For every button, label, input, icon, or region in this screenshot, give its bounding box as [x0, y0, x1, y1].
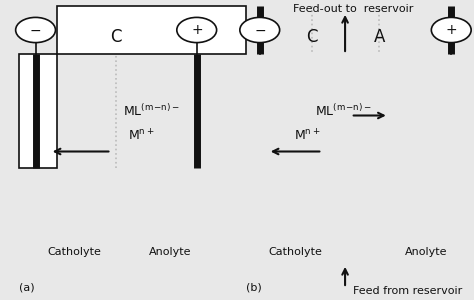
Text: A: A: [374, 28, 385, 46]
Text: C: C: [306, 28, 318, 46]
Circle shape: [16, 17, 55, 43]
Text: $\rm ML^{(m\!-\!n)-}$: $\rm ML^{(m\!-\!n)-}$: [123, 103, 180, 119]
Text: $\rm ML^{(m\!-\!n)-}$: $\rm ML^{(m\!-\!n)-}$: [315, 103, 372, 119]
Text: Feed from reservoir: Feed from reservoir: [353, 286, 462, 296]
FancyBboxPatch shape: [19, 54, 57, 168]
Text: $+$: $+$: [191, 23, 203, 37]
Circle shape: [431, 17, 471, 43]
Text: $\rm M^{n+}$: $\rm M^{n+}$: [294, 129, 320, 144]
Text: Catholyte: Catholyte: [47, 247, 101, 257]
Text: C: C: [110, 28, 122, 46]
Text: (b): (b): [246, 283, 262, 293]
Text: Anolyte: Anolyte: [149, 247, 192, 257]
Text: $+$: $+$: [445, 23, 457, 37]
Circle shape: [240, 17, 280, 43]
Text: Catholyte: Catholyte: [268, 247, 322, 257]
Text: $-$: $-$: [254, 23, 266, 37]
Text: $\rm M^{n+}$: $\rm M^{n+}$: [128, 129, 155, 144]
FancyBboxPatch shape: [57, 6, 246, 54]
Text: Feed-out to  reservoir: Feed-out to reservoir: [293, 4, 413, 14]
Text: (a): (a): [19, 283, 35, 293]
Circle shape: [177, 17, 217, 43]
Text: $-$: $-$: [29, 23, 42, 37]
Text: Anolyte: Anolyte: [405, 247, 448, 257]
